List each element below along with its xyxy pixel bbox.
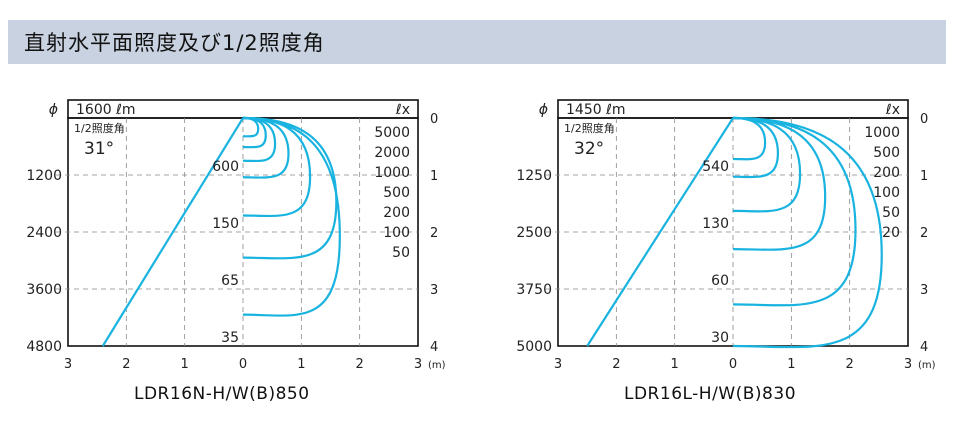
iso-lux-curve	[242, 116, 277, 163]
model-name: LDR16N-H/W(B)850	[134, 384, 310, 404]
x-tick-label: 1	[671, 357, 679, 372]
y-tick-label-distance: 2	[920, 226, 928, 241]
half-angle-value: 31°	[84, 139, 114, 159]
half-angle-caption: 1/2照度角	[564, 121, 615, 135]
phi-symbol: ϕ	[539, 102, 548, 118]
x-tick-label: 2	[612, 357, 620, 372]
x-tick-label: 3	[554, 357, 562, 372]
x-axis-unit: (m)	[918, 360, 936, 371]
iso-lux-label: 2000	[374, 145, 410, 161]
x-tick-label: 1	[297, 357, 305, 372]
phi-symbol: ϕ	[49, 102, 58, 118]
y-tick-label-distance: 3	[430, 283, 438, 298]
center-lux-label: 130	[702, 216, 729, 232]
x-tick-label: 3	[64, 357, 72, 372]
center-lux-label: 30	[711, 330, 729, 346]
beam-angle-line	[101, 117, 244, 347]
iso-lux-curve	[732, 116, 857, 307]
y-tick-label-distance: 1	[430, 169, 438, 184]
chart-panel-ldr16n: ϕ 1600 ℓm ℓx 3 2 1 0 1 2 3 (m) 0 1 2 3 4 1200 2400 3600 480…	[0, 92, 460, 422]
half-angle-caption: 1/2照度角	[74, 121, 125, 135]
iso-lux-label: 200	[873, 165, 900, 181]
page-header: 直射水平面照度及び1/2照度角	[8, 20, 946, 64]
y-tick-label-diameter: 2400	[26, 225, 62, 241]
x-tick-label: 3	[904, 357, 912, 372]
iso-lux-label: 500	[873, 145, 900, 161]
iso-lux-label: 1000	[864, 125, 900, 141]
iso-lux-curve	[732, 116, 780, 179]
iso-lux-curve	[732, 116, 883, 349]
x-tick-label: 2	[122, 357, 130, 372]
iso-lux-label: 100	[383, 225, 410, 241]
x-tick-label: 1	[787, 357, 795, 372]
y-tick-label-diameter: 2500	[516, 225, 552, 241]
illuminance-chart-ldr16n: ϕ 1600 ℓm ℓx3 2 1 0 1 2 3 (m)01234120024003600480…	[26, 99, 446, 372]
beam-angle-line	[586, 117, 734, 347]
iso-lux-curve	[732, 116, 767, 161]
x-tick-label: 3	[414, 357, 422, 372]
illuminance-chart-ldr16l: ϕ 1450 ℓm ℓx3 2 1 0 1 2 3 (m)01234125025003750500…	[516, 99, 936, 372]
chart-panel-ldr16l: ϕ 1450 ℓm ℓx 3 2 1 0 1 2 3 (m) 0 1 2 3 4 1250 2500 3750 500…	[490, 92, 950, 422]
flux-label: 1600 ℓm	[76, 102, 136, 118]
iso-lux-label: 50	[392, 245, 410, 261]
x-tick-label: 1	[181, 357, 189, 372]
page-title: 直射水平面照度及び1/2照度角	[24, 31, 325, 55]
x-tick-label: 0	[239, 357, 247, 372]
x-axis-unit: (m)	[428, 360, 446, 371]
y-tick-label-distance: 2	[430, 226, 438, 241]
iso-lux-label: 200	[383, 205, 410, 221]
center-lux-label: 60	[711, 273, 729, 289]
x-tick-label: 2	[846, 357, 854, 372]
iso-lux-curve	[732, 116, 827, 251]
y-tick-label-distance: 4	[430, 340, 438, 355]
y-tick-label-distance: 3	[920, 283, 928, 298]
iso-lux-label: 50	[882, 205, 900, 221]
flux-label: 1450 ℓm	[566, 102, 626, 118]
y-tick-label-distance: 0	[430, 112, 438, 127]
center-lux-label: 600	[212, 159, 239, 175]
center-lux-label: 540	[702, 159, 729, 175]
y-tick-label-diameter: 4800	[26, 339, 62, 355]
y-tick-label-diameter: 5000	[516, 339, 552, 355]
y-tick-label-diameter: 1250	[516, 168, 552, 184]
center-lux-label: 65	[221, 273, 239, 289]
center-lux-label: 35	[221, 330, 239, 346]
y-tick-label-distance: 1	[920, 169, 928, 184]
lux-unit-label: ℓx	[395, 102, 410, 118]
half-angle-value: 32°	[574, 139, 604, 159]
model-name: LDR16L-H/W(B)830	[624, 384, 797, 404]
iso-lux-curve	[242, 116, 338, 260]
iso-lux-label: 20	[882, 225, 900, 241]
lux-unit-label: ℓx	[885, 102, 900, 118]
iso-lux-curve	[242, 116, 341, 317]
iso-lux-label: 100	[873, 185, 900, 201]
y-tick-label-distance: 4	[920, 340, 928, 355]
y-tick-label-diameter: 3750	[516, 282, 552, 298]
y-tick-label-diameter: 1200	[26, 168, 62, 184]
y-tick-label-distance: 0	[920, 112, 928, 127]
x-tick-label: 2	[356, 357, 364, 372]
y-tick-label-diameter: 3600	[26, 282, 62, 298]
x-tick-label: 0	[729, 357, 737, 372]
iso-lux-curve	[732, 116, 802, 213]
iso-lux-label: 1000	[374, 165, 410, 181]
iso-lux-label: 5000	[374, 125, 410, 141]
iso-lux-label: 500	[383, 185, 410, 201]
center-lux-label: 150	[212, 216, 239, 232]
